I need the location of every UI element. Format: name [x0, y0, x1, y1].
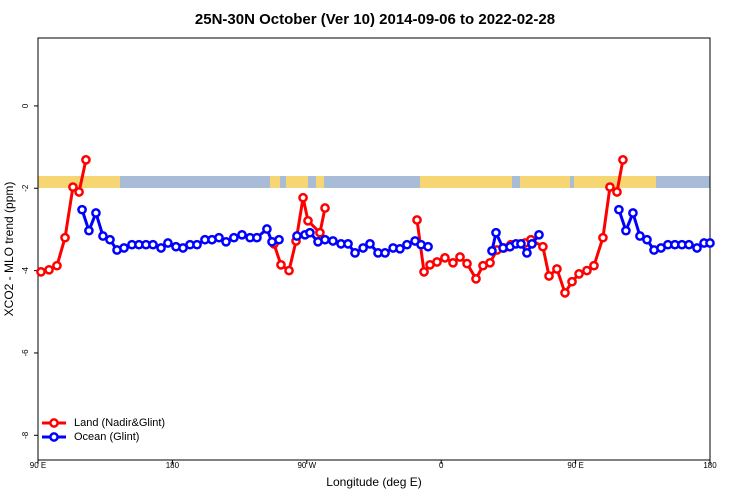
- data-point: [274, 234, 284, 245]
- data-point: [229, 232, 239, 243]
- data-point: [692, 243, 702, 253]
- data-point: [412, 215, 422, 225]
- x-axis-label: Longitude (deg E): [326, 475, 421, 489]
- data-point: [582, 265, 592, 276]
- data-point: [358, 243, 368, 253]
- data-point: [628, 208, 638, 218]
- x-tick-label: 90 W: [297, 461, 316, 470]
- data-point: [52, 260, 62, 271]
- y-tick-label: -6: [21, 349, 30, 357]
- data-point: [68, 182, 78, 192]
- data-point: [303, 215, 313, 226]
- data-point: [163, 238, 173, 248]
- x-tick-label: 90 E: [30, 461, 46, 470]
- data-point: [276, 260, 286, 270]
- x-tick-label: 0: [439, 461, 444, 470]
- data-point: [156, 243, 166, 253]
- data-point: [192, 239, 202, 250]
- data-point: [440, 253, 450, 263]
- data-point: [98, 231, 108, 241]
- data-point: [614, 204, 624, 215]
- data-point: [642, 234, 652, 245]
- data-point: [237, 229, 247, 240]
- x-tick-label: 90 E: [567, 461, 583, 470]
- data-point: [148, 239, 158, 250]
- data-point: [455, 252, 465, 262]
- chart-title: 25N-30N October (Ver 10) 2014-09-06 to 2…: [195, 11, 555, 28]
- data-point: [491, 227, 501, 238]
- data-point: [612, 187, 622, 197]
- data-point: [305, 227, 315, 238]
- data-point: [350, 248, 360, 258]
- data-point: [77, 204, 87, 215]
- data-point: [635, 231, 645, 241]
- data-point: [81, 155, 91, 165]
- data-point: [320, 234, 330, 245]
- data-point: [298, 192, 308, 203]
- data-point: [105, 234, 115, 245]
- data-point: [44, 264, 54, 275]
- y-tick-label: -8: [21, 431, 30, 439]
- data-point: [284, 265, 294, 276]
- x-tick-label: 180: [166, 461, 180, 470]
- data-point: [516, 239, 526, 249]
- data-point: [487, 246, 497, 256]
- data-point: [365, 239, 375, 249]
- data-point: [84, 225, 94, 236]
- data-point: [684, 239, 694, 250]
- data-point: [432, 257, 442, 267]
- data-point: [74, 187, 84, 197]
- plot-frame: [37, 37, 711, 461]
- data-point: [214, 232, 224, 243]
- y-tick-label: -4: [21, 267, 30, 275]
- data-point: [598, 232, 608, 243]
- data-point: [252, 232, 262, 243]
- legend-marker: [49, 418, 59, 428]
- data-point: [522, 248, 532, 258]
- data-point: [328, 236, 338, 246]
- data-point: [320, 203, 330, 213]
- data-point: [621, 225, 631, 236]
- legend-label: Ocean (Glint): [74, 431, 139, 443]
- data-point: [343, 239, 353, 249]
- data-point: [292, 231, 302, 241]
- data-point: [618, 155, 628, 165]
- data-point: [448, 257, 458, 268]
- data-point: [402, 239, 412, 250]
- data-point: [91, 208, 101, 218]
- data-point: [538, 241, 548, 252]
- data-point: [560, 287, 570, 298]
- data-point: [36, 266, 46, 277]
- legend-label: Land (Nadir&Glint): [74, 417, 165, 429]
- data-point: [380, 248, 390, 258]
- x-tick-label: 180: [703, 461, 717, 470]
- data-point: [419, 266, 429, 277]
- data-point: [605, 182, 615, 192]
- data-point: [527, 239, 537, 249]
- legend-marker: [49, 432, 59, 442]
- data-point: [534, 229, 544, 240]
- data-point: [471, 273, 481, 284]
- data-point: [462, 258, 472, 269]
- land-ocean-strip: [38, 176, 710, 188]
- data-point: [119, 243, 129, 253]
- y-axis-label: XCO2 - MLO trend (ppm): [2, 182, 16, 317]
- data-point: [485, 257, 495, 268]
- data-point: [567, 276, 577, 287]
- data-point: [395, 243, 405, 254]
- data-point: [552, 264, 562, 274]
- data-point: [544, 271, 554, 281]
- data-point: [589, 260, 599, 271]
- data-point: [423, 241, 433, 252]
- data-point: [705, 238, 715, 248]
- data-point: [315, 227, 325, 238]
- y-tick-label: -2: [21, 184, 30, 192]
- data-point: [60, 232, 70, 243]
- data-point: [221, 236, 231, 247]
- data-point: [262, 224, 272, 234]
- data-point: [574, 269, 584, 279]
- y-tick-label: 0: [21, 103, 30, 108]
